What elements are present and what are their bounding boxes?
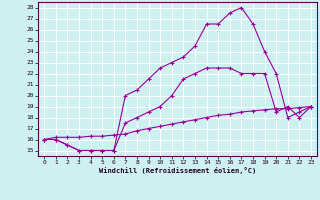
X-axis label: Windchill (Refroidissement éolien,°C): Windchill (Refroidissement éolien,°C)	[99, 167, 256, 174]
